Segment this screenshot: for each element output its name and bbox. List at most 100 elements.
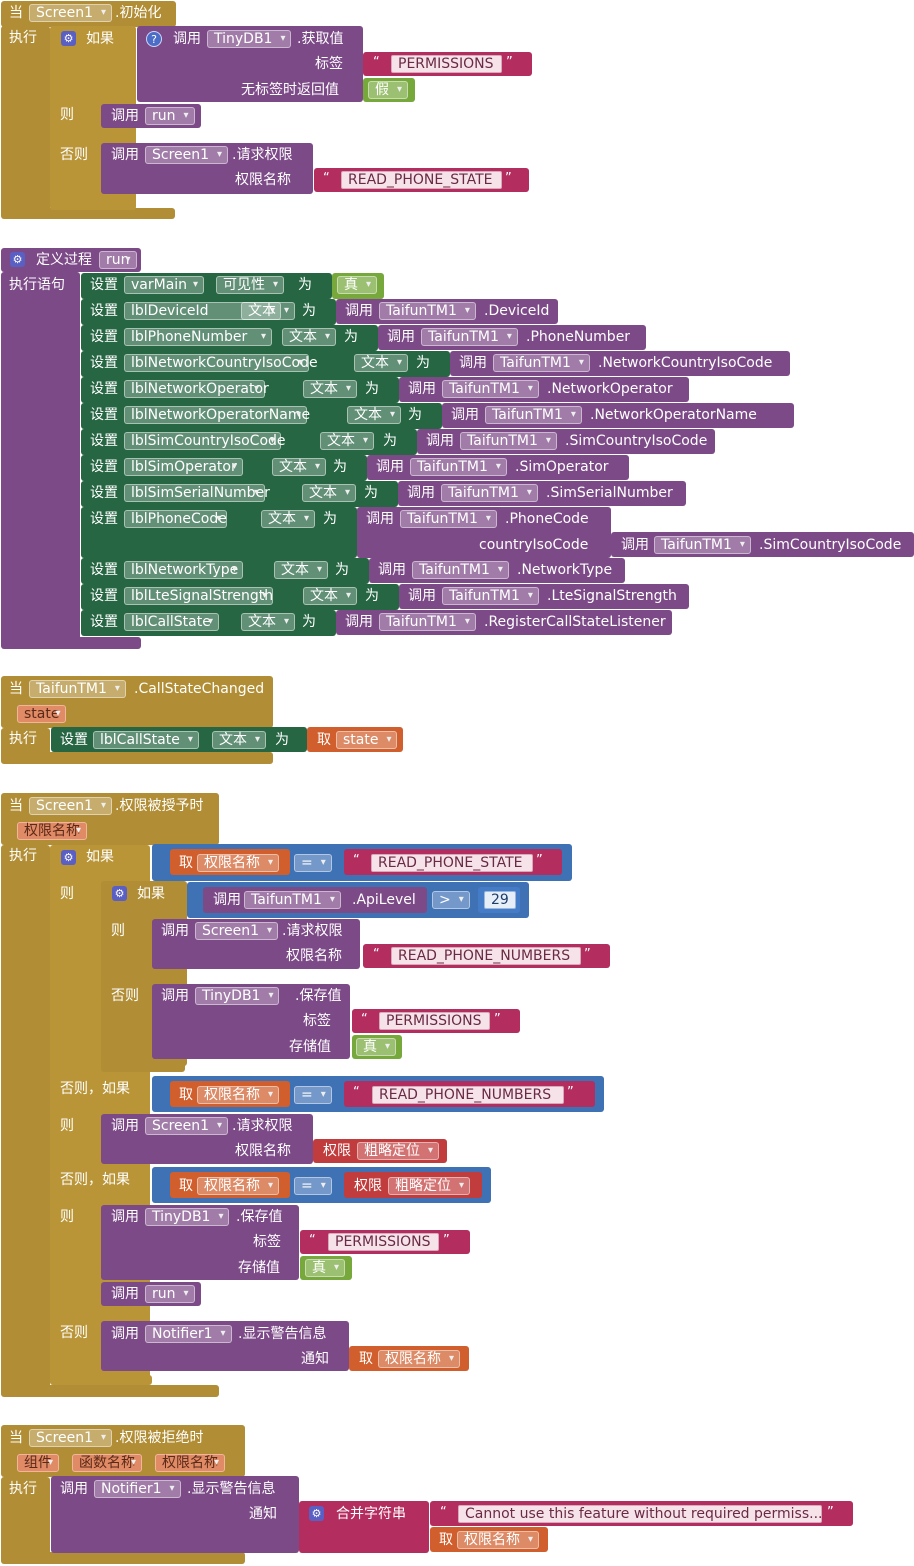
property-dropdown[interactable]: 文本 (282, 328, 336, 346)
method-name: .NetworkOperator (547, 381, 673, 397)
component-dropdown[interactable]: TaifunTM1 (460, 432, 557, 450)
component-dropdown[interactable]: lblSimSerialNumber (124, 484, 270, 502)
method-name: .请求权限 (282, 923, 343, 939)
component-dropdown[interactable]: lblNetworkOperator (124, 380, 269, 398)
text-field[interactable]: READ_PHONE_NUMBERS (372, 1086, 564, 1104)
property-dropdown[interactable]: 文本 (274, 561, 328, 579)
set-label: 设置 (90, 303, 118, 319)
component-dropdown[interactable]: TaifunTM1 (244, 891, 341, 909)
param-function-name[interactable]: 函数名称 (72, 1454, 142, 1472)
text-field[interactable]: READ_PHONE_STATE (371, 854, 533, 872)
property-dropdown[interactable]: 文本 (347, 406, 401, 424)
procedure-name[interactable]: run (99, 251, 137, 269)
logic-dropdown[interactable]: 真 (356, 1038, 396, 1056)
component-dropdown[interactable]: lblNetworkType (124, 561, 243, 579)
component-dropdown[interactable]: TaifunTM1 (421, 328, 518, 346)
help-icon[interactable]: ? (146, 31, 162, 47)
operator-dropdown[interactable]: = (294, 854, 332, 872)
property-dropdown[interactable]: 可见性 (216, 276, 284, 294)
component-dropdown[interactable]: TaifunTM1 (412, 561, 509, 579)
operator-dropdown[interactable]: = (294, 1086, 332, 1104)
component-dropdown[interactable]: Screen1 (29, 797, 113, 815)
tinydb-dropdown[interactable]: TinyDB1 (195, 987, 280, 1005)
component-dropdown[interactable]: TaifunTM1 (442, 587, 539, 605)
permission-dropdown[interactable]: 粗略定位 (357, 1142, 439, 1160)
component-dropdown[interactable]: lblSimCountryIsoCode (124, 432, 286, 450)
property-dropdown[interactable]: 文本 (272, 458, 326, 476)
notifier-dropdown[interactable]: Notifier1 (145, 1325, 232, 1343)
property-dropdown[interactable]: 文本 (261, 510, 315, 528)
variable-dropdown[interactable]: 权限名称 (197, 854, 279, 872)
property-dropdown[interactable]: 文本 (212, 731, 266, 749)
gear-icon[interactable]: ⚙ (309, 1506, 324, 1521)
property-dropdown[interactable]: 文本 (241, 302, 295, 320)
number-field[interactable]: 29 (484, 891, 516, 909)
text-field[interactable]: READ_PHONE_STATE (341, 171, 502, 189)
get-label: 取 (359, 1351, 373, 1367)
component-dropdown[interactable]: TaifunTM1 (442, 380, 539, 398)
setter-block[interactable] (81, 273, 332, 299)
param-state[interactable]: state (17, 705, 67, 723)
text-field[interactable]: PERMISSIONS (391, 55, 502, 73)
call-label: 调用 (621, 537, 649, 553)
component-dropdown[interactable]: lblPhoneNumber (124, 328, 272, 346)
gear-icon[interactable]: ⚙ (61, 31, 76, 46)
component-dropdown[interactable]: TaifunTM1 (493, 354, 590, 372)
gear-icon[interactable]: ⚙ (10, 252, 25, 267)
set-label: 设置 (90, 459, 118, 475)
text-field[interactable]: PERMISSIONS (328, 1233, 439, 1251)
property-dropdown[interactable]: 文本 (303, 380, 357, 398)
component-dropdown[interactable]: Screen1 (29, 4, 113, 22)
component-dropdown[interactable]: lblNetworkOperatorName (124, 406, 310, 424)
procedure-dropdown[interactable]: run (145, 1285, 195, 1303)
variable-dropdown[interactable]: 权限名称 (378, 1350, 460, 1368)
component-dropdown[interactable]: lblNetworkCountryIsoCode (124, 354, 318, 372)
operator-dropdown[interactable]: = (294, 1177, 332, 1195)
component-dropdown[interactable]: lblSimOperator (124, 458, 243, 476)
component-dropdown[interactable]: TaifunTM1 (379, 302, 476, 320)
component-dropdown[interactable]: TaifunTM1 (379, 613, 476, 631)
screen-dropdown[interactable]: Screen1 (145, 146, 229, 164)
component-dropdown[interactable]: lblLteSignalStrength (124, 587, 273, 605)
procedure-dropdown[interactable]: run (145, 107, 195, 125)
notifier-dropdown[interactable]: Notifier1 (94, 1480, 181, 1498)
close-quote: ” (506, 55, 513, 70)
operator-dropdown[interactable]: > (432, 891, 470, 909)
logic-dropdown[interactable]: 假 (368, 81, 408, 99)
variable-dropdown[interactable]: state (336, 731, 398, 749)
variable-dropdown[interactable]: 权限名称 (197, 1177, 279, 1195)
text-field[interactable]: PERMISSIONS (379, 1012, 490, 1030)
component-dropdown[interactable]: Screen1 (29, 1429, 113, 1447)
param-permission-name[interactable]: 权限名称 (17, 822, 87, 840)
component-dropdown[interactable]: TaifunTM1 (441, 484, 538, 502)
text-field[interactable]: Cannot use this feature without required… (458, 1505, 822, 1523)
tinydb-dropdown[interactable]: TinyDB1 (145, 1208, 230, 1226)
gear-icon[interactable]: ⚙ (112, 886, 127, 901)
component-dropdown[interactable]: lblPhoneCode (124, 510, 227, 528)
tinydb-dropdown[interactable]: TinyDB1 (207, 30, 292, 48)
property-dropdown[interactable]: 文本 (302, 484, 356, 502)
component-dropdown[interactable]: TaifunTM1 (410, 458, 507, 476)
screen-dropdown[interactable]: Screen1 (145, 1117, 229, 1135)
property-dropdown[interactable]: 文本 (354, 354, 408, 372)
component-dropdown[interactable]: TaifunTM1 (29, 680, 126, 698)
component-dropdown[interactable]: TaifunTM1 (485, 406, 582, 424)
component-dropdown[interactable]: TaifunTM1 (654, 536, 751, 554)
text-field[interactable]: READ_PHONE_NUMBERS (391, 947, 581, 965)
gear-icon[interactable]: ⚙ (61, 850, 76, 865)
variable-dropdown[interactable]: 权限名称 (197, 1086, 279, 1104)
screen-dropdown[interactable]: Screen1 (195, 922, 279, 940)
logic-dropdown[interactable]: 真 (337, 276, 377, 294)
permission-dropdown[interactable]: 粗略定位 (388, 1177, 470, 1195)
param-component[interactable]: 组件 (17, 1454, 59, 1472)
logic-dropdown[interactable]: 真 (305, 1259, 345, 1277)
component-dropdown[interactable]: lblCallState (93, 731, 199, 749)
property-dropdown[interactable]: 文本 (241, 613, 295, 631)
property-dropdown[interactable]: 文本 (320, 432, 374, 450)
component-dropdown[interactable]: TaifunTM1 (400, 510, 497, 528)
component-dropdown[interactable]: lblCallState (124, 613, 219, 631)
variable-dropdown[interactable]: 权限名称 (457, 1531, 539, 1549)
component-dropdown[interactable]: varMain (124, 276, 204, 294)
param-permission-name[interactable]: 权限名称 (155, 1454, 225, 1472)
property-dropdown[interactable]: 文本 (303, 587, 357, 605)
